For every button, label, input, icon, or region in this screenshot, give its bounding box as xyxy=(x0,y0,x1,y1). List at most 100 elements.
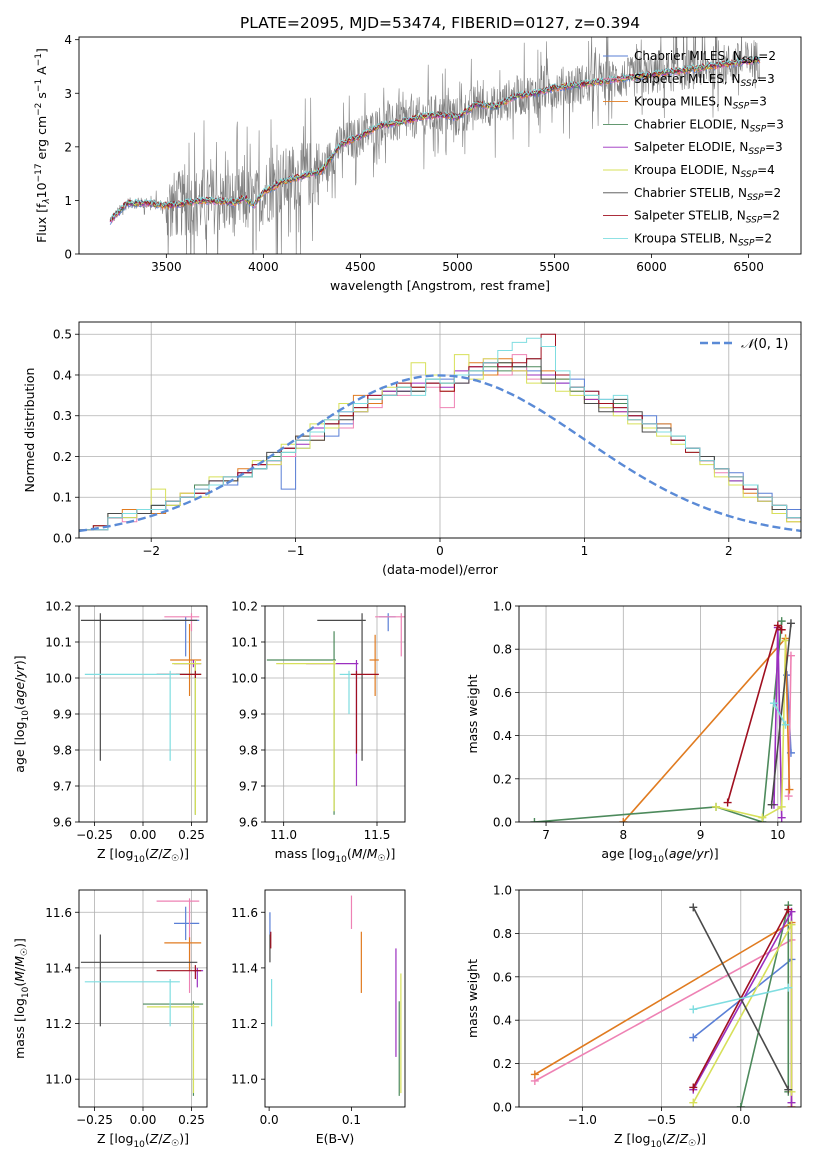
weight-marker-chabrier-stelib xyxy=(784,1085,793,1094)
label-part: / xyxy=(12,677,27,682)
z-age-axes: −0.25 0.00 0.25 9.6 9.7 9.8 9.9 10.0 10.1 10.2 Z [… xyxy=(12,600,208,865)
label-part: )] xyxy=(12,938,27,948)
label-part: age [log xyxy=(601,846,652,861)
label-part: Z xyxy=(162,846,172,861)
label-part: =3 xyxy=(766,117,784,131)
label-part: age xyxy=(669,846,693,861)
y-tick-label: 11.4 xyxy=(45,961,72,975)
weight-marker-salpeter-elodie xyxy=(777,813,786,822)
y-tick-label: 0.2 xyxy=(53,450,72,464)
y-tick-label: 0.6 xyxy=(493,970,512,984)
x-tick-label: 5000 xyxy=(442,260,473,274)
x-tick-label: 9 xyxy=(697,828,705,842)
x-tick-label: 0.00 xyxy=(130,828,157,842)
legend-entry: Chabrier STELIB, NSSP=2 xyxy=(634,186,781,203)
weight-line-salpeter-elodie xyxy=(692,911,793,1103)
x-tick-label: 2 xyxy=(725,544,733,558)
legend-entry: 𝒩(0, 1) xyxy=(741,337,788,352)
axes-frame xyxy=(78,321,802,539)
label-part: )] xyxy=(386,846,396,861)
label-part: −2 xyxy=(34,103,44,116)
y-tick-label: 1.0 xyxy=(493,884,512,898)
weight-line-kroupa-stelib xyxy=(773,702,787,726)
legend-entry: Chabrier ELODIE, NSSP=3 xyxy=(634,117,784,134)
label-part: / xyxy=(692,846,697,861)
x-axis-label: Z [log10(Z/Z☉)] xyxy=(97,1131,189,1150)
x-axis-label: age [log10(age/yr)] xyxy=(601,846,718,865)
y-tick-label: 2 xyxy=(64,140,72,154)
x-tick-label: 3500 xyxy=(151,260,182,274)
spectrum-axes: 3500 4000 4500 5000 5500 6000 6500 0 1 2 3 4 wavelen… xyxy=(34,33,802,293)
weight-marker-chabrier-stelib xyxy=(689,903,698,912)
y-tick-label: 0.0 xyxy=(53,532,72,546)
histogram-salpeter-stelib xyxy=(79,333,801,538)
label-part: Z [log xyxy=(614,1131,650,1146)
legend-entry: Salpeter ELODIE, NSSP=3 xyxy=(634,140,783,157)
weight-line-chabrier-stelib xyxy=(770,623,792,805)
label-part: =2 xyxy=(762,209,780,223)
weight-marker-kroupa-miles xyxy=(785,785,794,794)
label-part: =3 xyxy=(749,95,767,109)
weight-marker-kroupa-elodie xyxy=(758,813,767,822)
y-tick-label: 9.7 xyxy=(53,780,72,794)
weight-marker-chabrier-stelib xyxy=(786,619,795,628)
label-part: yr xyxy=(695,846,709,861)
y-tick-label: 1.0 xyxy=(493,600,512,614)
y-tick-label: 0.0 xyxy=(493,816,512,830)
label-part: Z xyxy=(162,1131,172,1146)
plot-area xyxy=(80,613,202,815)
y-tick-label: 11.2 xyxy=(231,1017,258,1031)
label-part: M xyxy=(367,846,378,861)
x-tick-label: 5500 xyxy=(539,260,570,274)
label-part: Salpeter MILES, N xyxy=(634,72,741,86)
legend-entry: Chabrier MILES, NSSP=2 xyxy=(634,49,776,66)
label-part: SSP xyxy=(747,193,764,203)
y-tick-label: 0.1 xyxy=(53,491,72,505)
weight-marker-salpeter-stelib xyxy=(773,621,782,630)
label-part: 10 xyxy=(133,855,145,865)
plot-area xyxy=(530,901,796,1107)
label-part: 10 xyxy=(34,182,49,198)
label-part: Chabrier MILES, N xyxy=(634,49,742,63)
label-part: SSP xyxy=(741,79,758,89)
label-part: ( xyxy=(12,982,27,987)
y-tick-label: 1 xyxy=(64,194,72,208)
label-part: SSP xyxy=(750,124,767,134)
z-weight-axes: −1.0 −0.5 0.00.00.20.40.60.81.0Z [log10(Z/… xyxy=(465,884,802,1150)
axes-frame xyxy=(264,605,406,823)
plot-area xyxy=(530,617,795,822)
label-part: =2 xyxy=(754,231,772,245)
x-axis-label: Z [log10(Z/Z☉)] xyxy=(97,846,189,865)
y-tick-label: 0.3 xyxy=(53,409,72,423)
residuals-axes: −2 −1 0 1 2 0.0 0.1 0.2 0.3 0.4 0.5 (data-model)/er… xyxy=(22,321,802,577)
legend-entry: Salpeter STELIB, NSSP=2 xyxy=(634,209,780,226)
label-part: ( xyxy=(145,846,150,861)
y-axis-label: age [log10(age/yr)] xyxy=(12,655,31,772)
y-tick-label: 9.8 xyxy=(239,744,258,758)
label-part: (data-model)/error xyxy=(382,562,499,577)
legend-entry: Kroupa MILES, NSSP=3 xyxy=(634,95,767,112)
x-tick-label: −0.25 xyxy=(76,828,113,842)
label-part: / xyxy=(363,846,368,861)
label-part: )] xyxy=(179,1131,189,1146)
gaussian-curve xyxy=(79,374,801,533)
label-part: Z xyxy=(679,1131,689,1146)
label-part: SSP xyxy=(746,216,763,226)
axes-frame xyxy=(264,889,406,1108)
weight-line-kroupa-miles xyxy=(534,921,793,1107)
plot-area xyxy=(269,895,402,1096)
axes-frame xyxy=(78,889,208,1108)
y-tick-label: 10.0 xyxy=(45,672,72,686)
x-tick-label: 1 xyxy=(581,544,589,558)
label-part: ☉ xyxy=(378,854,386,864)
histogram-kroupa-stelib xyxy=(79,337,801,538)
y-tick-label: 9.9 xyxy=(53,708,72,722)
y-tick-label: 0 xyxy=(64,248,72,262)
label-part: )] xyxy=(12,655,27,665)
y-tick-label: 9.6 xyxy=(53,816,72,830)
label-part: / xyxy=(158,846,163,861)
y-tick-label: 11.6 xyxy=(45,906,72,920)
x-tick-label: −2 xyxy=(142,544,160,558)
weight-marker-chabrier-stelib xyxy=(767,800,776,809)
